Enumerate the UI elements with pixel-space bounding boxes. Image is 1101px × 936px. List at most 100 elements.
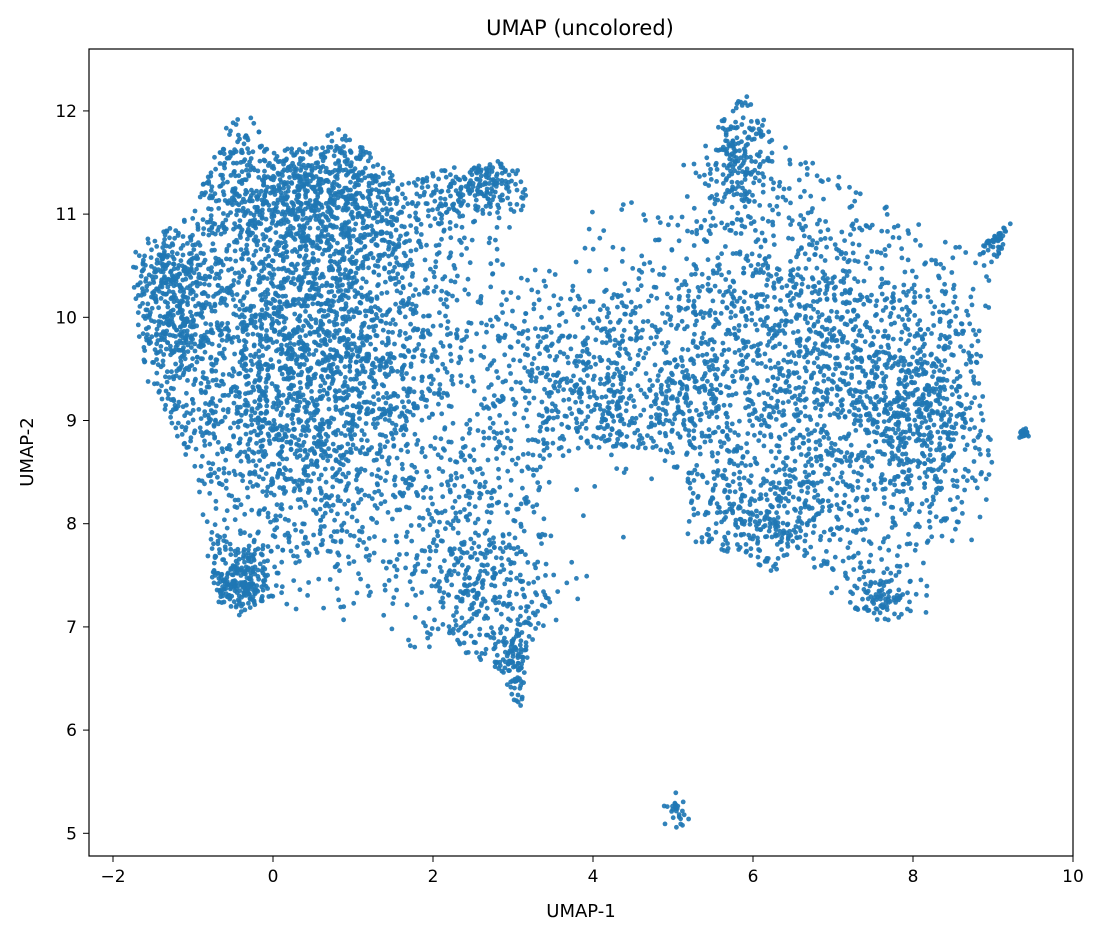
scatter-point — [446, 439, 452, 445]
scatter-point — [465, 650, 471, 655]
scatter-point — [440, 276, 446, 282]
scatter-point — [252, 217, 257, 223]
scatter-point — [275, 474, 280, 480]
scatter-point — [296, 192, 302, 198]
scatter-point — [414, 469, 420, 475]
scatter-point — [350, 168, 356, 174]
scatter-point — [293, 527, 298, 533]
scatter-point — [218, 231, 224, 237]
scatter-point — [508, 570, 514, 576]
scatter-point — [322, 155, 328, 160]
scatter-point — [348, 150, 354, 155]
scatter-point — [496, 475, 501, 481]
scatter-point — [211, 580, 217, 586]
scatter-point — [202, 413, 208, 418]
scatter-point — [420, 333, 426, 339]
scatter-point — [440, 622, 446, 627]
scatter-point — [342, 275, 348, 281]
scatter-point — [408, 248, 414, 254]
scatter-point — [453, 510, 459, 516]
scatter-point — [268, 357, 274, 363]
scatter-point — [220, 353, 226, 359]
scatter-point — [189, 267, 194, 273]
scatter-point — [454, 297, 460, 303]
scatter-point — [158, 344, 164, 349]
scatter-point — [340, 230, 345, 236]
scatter-point — [326, 446, 331, 452]
scatter-point — [255, 168, 261, 174]
scatter-point — [175, 420, 181, 426]
scatter-point — [282, 245, 287, 250]
scatter-point — [298, 224, 303, 230]
scatter-point — [236, 419, 242, 424]
scatter-point — [256, 511, 262, 517]
scatter-point — [424, 469, 430, 474]
scatter-point — [370, 324, 376, 330]
scatter-point — [372, 178, 378, 184]
scatter-point — [332, 293, 337, 299]
scatter-point — [194, 323, 200, 329]
scatter-point — [403, 253, 408, 259]
scatter-point — [238, 235, 243, 240]
scatter-point — [248, 390, 254, 395]
scatter-point — [409, 462, 415, 468]
scatter-point — [232, 517, 238, 523]
scatter-point — [324, 419, 330, 424]
scatter-point — [428, 355, 434, 361]
scatter-point — [171, 323, 177, 329]
scatter-point — [379, 492, 384, 498]
scatter-point — [266, 438, 272, 444]
scatter-point — [458, 450, 464, 456]
scatter-point — [517, 572, 523, 578]
scatter-point — [215, 451, 220, 457]
scatter-point — [382, 587, 388, 593]
scatter-point — [224, 525, 230, 531]
scatter-point — [369, 238, 374, 244]
scatter-point — [455, 530, 461, 536]
scatter-point — [360, 220, 366, 226]
scatter-point — [250, 260, 255, 266]
scatter-point — [303, 409, 309, 415]
scatter-point — [346, 336, 351, 342]
scatter-point — [383, 320, 389, 326]
scatter-point — [477, 495, 482, 501]
scatter-point — [146, 272, 152, 278]
scatter-point — [332, 388, 338, 394]
scatter-point — [298, 385, 304, 391]
scatter-point — [379, 382, 385, 387]
scatter-point — [364, 546, 369, 552]
scatter-point — [261, 336, 267, 342]
scatter-point — [157, 388, 162, 394]
scatter-point — [430, 207, 435, 213]
scatter-point — [392, 247, 398, 252]
scatter-point — [394, 557, 400, 562]
scatter-point — [235, 325, 240, 331]
scatter-point — [190, 216, 196, 221]
scatter-point — [165, 304, 171, 310]
scatter-point — [206, 460, 212, 466]
scatter-point — [504, 577, 510, 582]
scatter-point — [337, 249, 342, 255]
scatter-point — [452, 498, 458, 504]
scatter-point — [297, 587, 303, 593]
scatter-point — [206, 227, 212, 233]
scatter-point — [174, 251, 180, 257]
scatter-point — [357, 347, 363, 353]
scatter-point — [198, 313, 204, 318]
scatter-point — [514, 187, 520, 193]
scatter-point — [309, 206, 314, 212]
scatter-point — [448, 331, 453, 336]
scatter-point — [311, 507, 316, 513]
scatter-point — [412, 644, 418, 650]
scatter-point — [396, 237, 402, 243]
scatter-point — [176, 399, 182, 405]
scatter-point — [281, 185, 286, 191]
scatter-point — [420, 569, 426, 574]
scatter-point — [400, 375, 406, 381]
scatter-point — [393, 574, 399, 579]
scatter-point — [350, 201, 355, 207]
scatter-point — [426, 386, 431, 392]
scatter-point — [258, 438, 263, 444]
scatter-point — [309, 458, 314, 464]
scatter-point — [201, 251, 206, 257]
